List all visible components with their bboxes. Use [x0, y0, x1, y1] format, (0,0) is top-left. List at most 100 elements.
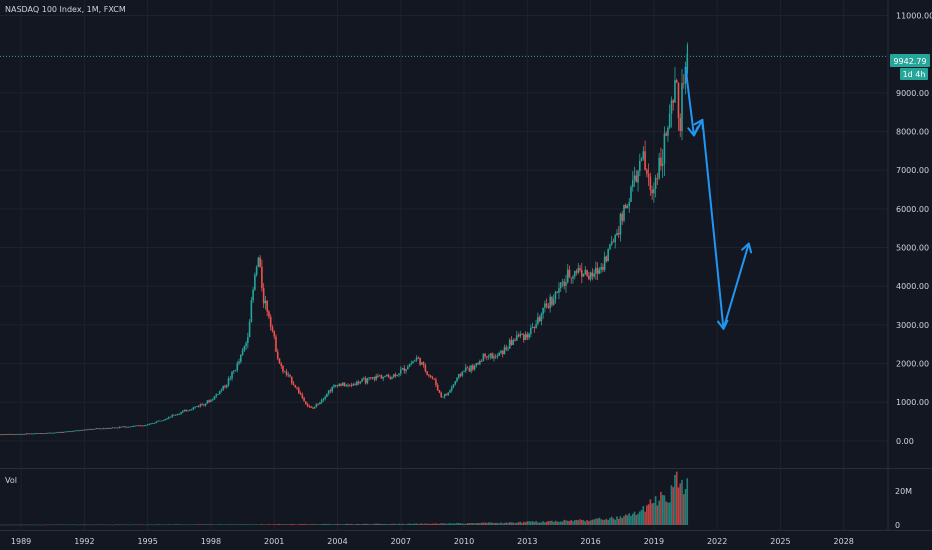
volume-bar [108, 524, 110, 526]
volume-bar [371, 524, 374, 525]
candle-body [561, 281, 564, 283]
volume-bar [227, 524, 230, 526]
volume-bar [635, 515, 638, 525]
candle-body [276, 351, 279, 359]
volume-bar [341, 524, 344, 525]
candle-body [616, 233, 618, 236]
candle-body [421, 362, 423, 365]
volume-bar [308, 524, 311, 525]
candle-body [468, 368, 471, 372]
price-axis-ticks: 0.00 1000.00 2000.00 3000.00 4000.00 5000.00 6… [896, 11, 932, 445]
timer-tag-bg [900, 68, 928, 80]
candle-body [218, 390, 221, 395]
candle-body [294, 385, 297, 388]
candle-body [401, 368, 404, 370]
projection-arrowhead [741, 242, 753, 254]
candle-body [670, 100, 673, 114]
candle-body [141, 425, 144, 427]
volume-bar [199, 524, 202, 525]
volume-bar [95, 524, 98, 526]
candle-body [64, 431, 66, 433]
candle-body [153, 422, 156, 424]
volume-bar [201, 524, 203, 525]
volume-bar [668, 502, 671, 525]
candle-body [398, 373, 400, 376]
candle-body [364, 378, 367, 384]
volume-bar [484, 522, 486, 525]
candle-body [264, 300, 267, 304]
price-tick-label: 6000.00 [896, 205, 929, 214]
volume-bar [396, 524, 399, 525]
candle-body [234, 370, 237, 371]
volume-bar [234, 524, 237, 525]
volume-bar [561, 521, 564, 525]
candle-body [438, 390, 441, 393]
candle-body [39, 433, 42, 434]
volume-bar [523, 521, 525, 525]
volume-bar [301, 524, 304, 525]
volume-bar [312, 524, 314, 525]
volume-bar [591, 519, 594, 525]
candle-body [371, 377, 374, 378]
volume-bar [366, 523, 369, 525]
volume-bar [180, 524, 182, 525]
volume-bar [88, 524, 91, 526]
candle-body [501, 350, 504, 355]
candle-body [194, 406, 196, 408]
candle-body [357, 381, 360, 384]
candle-body [36, 433, 38, 435]
candle-body [412, 361, 414, 364]
candle-body [466, 367, 469, 369]
volume-bar [380, 523, 383, 525]
candle-body [389, 377, 392, 379]
volume-bar [575, 519, 578, 525]
candle-body [454, 381, 457, 385]
volume-bar [433, 523, 435, 525]
candle-body [554, 291, 557, 300]
volume-bar [410, 523, 413, 525]
candle-body [208, 400, 210, 403]
volume-bar [319, 524, 321, 525]
candle-body [201, 404, 203, 406]
volume-bar [245, 524, 247, 525]
candle-body [377, 375, 379, 377]
time-tick-label: 1998 [201, 537, 221, 546]
candle-body [677, 82, 680, 119]
volume-bar [50, 524, 52, 526]
volume-tick-20m: 20M [895, 487, 912, 496]
time-tick-label: 2022 [707, 537, 727, 546]
candle-body [456, 377, 458, 382]
volume-bar [598, 517, 601, 525]
volume-bar [417, 524, 420, 525]
candle-body [366, 378, 369, 384]
candle-body [262, 288, 265, 304]
candle-body [111, 427, 114, 429]
volume-bar [104, 524, 107, 526]
candle-body [410, 363, 413, 365]
candle-body [166, 418, 168, 420]
volume-bar [554, 520, 557, 525]
volume-bar [196, 524, 198, 525]
candle-body [48, 432, 51, 434]
volume-bar [447, 523, 450, 525]
candle-body [187, 410, 189, 412]
volume-bar [479, 523, 481, 525]
candle-body [271, 327, 274, 331]
volume-bar [178, 524, 181, 525]
volume-bar [466, 523, 469, 525]
volume-bar [494, 522, 497, 525]
volume-bar [190, 524, 193, 525]
candle-body [631, 180, 634, 188]
volume-bar [185, 524, 188, 526]
volume-bar [501, 523, 504, 525]
volume-bar [496, 522, 499, 525]
candle-body [220, 389, 223, 391]
candle-body [310, 406, 312, 408]
volume-bar [682, 494, 685, 525]
volume-bar [152, 524, 154, 526]
candle-body [656, 177, 659, 179]
candle-body [575, 271, 578, 273]
candle-body [173, 414, 175, 416]
candle-body [289, 374, 291, 377]
candle-body [62, 432, 65, 433]
